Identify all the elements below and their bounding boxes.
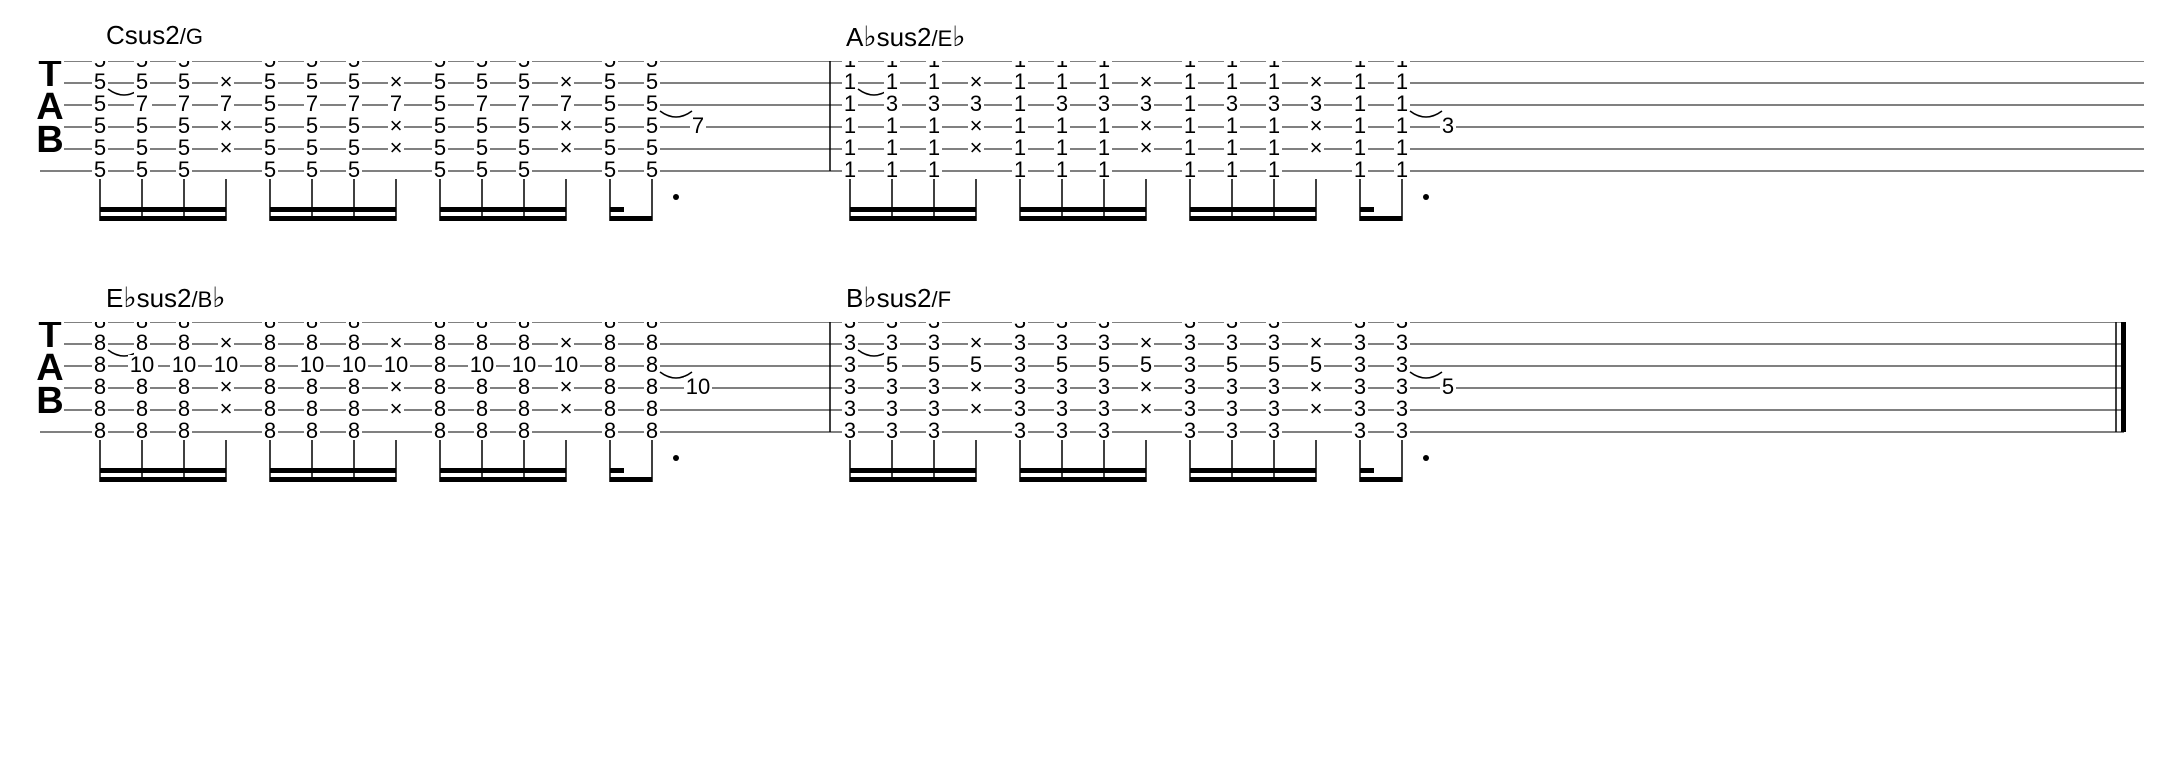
svg-text:×: × xyxy=(390,396,403,421)
chord-label: B♭sus2/F xyxy=(846,281,1586,314)
svg-text:1: 1 xyxy=(1354,157,1366,182)
svg-text:3: 3 xyxy=(1442,113,1454,138)
svg-text:×: × xyxy=(220,135,233,160)
svg-text:3: 3 xyxy=(1268,418,1280,443)
svg-text:1: 1 xyxy=(1226,157,1238,182)
chord-labels-row: E♭sus2/B♭B♭sus2/F xyxy=(20,281,2164,314)
svg-text:8: 8 xyxy=(306,418,318,443)
tab-line: Csus2/GA♭sus2/E♭TAB5555557557555557555×7… xyxy=(20,20,2164,231)
svg-text:5: 5 xyxy=(94,157,106,182)
svg-text:×: × xyxy=(1140,396,1153,421)
svg-text:8: 8 xyxy=(348,418,360,443)
svg-text:8: 8 xyxy=(476,418,488,443)
svg-text:3: 3 xyxy=(1354,418,1366,443)
svg-text:3: 3 xyxy=(886,418,898,443)
svg-text:8: 8 xyxy=(604,418,616,443)
svg-text:10: 10 xyxy=(686,374,710,399)
svg-text:8: 8 xyxy=(434,418,446,443)
svg-text:8: 8 xyxy=(136,418,148,443)
chord-label: Csus2/G xyxy=(106,20,846,53)
svg-text:1: 1 xyxy=(1056,157,1068,182)
svg-text:×: × xyxy=(1310,135,1323,160)
chord-label: A♭sus2/E♭ xyxy=(846,20,1586,53)
chord-label: E♭sus2/B♭ xyxy=(106,281,846,314)
svg-text:3: 3 xyxy=(844,418,856,443)
svg-text:1: 1 xyxy=(1014,157,1026,182)
svg-text:5: 5 xyxy=(434,157,446,182)
svg-text:5: 5 xyxy=(136,157,148,182)
svg-text:5: 5 xyxy=(178,157,190,182)
svg-text:5: 5 xyxy=(518,157,530,182)
svg-text:×: × xyxy=(560,396,573,421)
svg-text:×: × xyxy=(970,135,983,160)
svg-text:1: 1 xyxy=(886,157,898,182)
svg-text:8: 8 xyxy=(518,418,530,443)
svg-text:1: 1 xyxy=(928,157,940,182)
svg-text:8: 8 xyxy=(264,418,276,443)
svg-text:3: 3 xyxy=(1226,418,1238,443)
svg-text:7: 7 xyxy=(692,113,704,138)
svg-text:5: 5 xyxy=(1442,374,1454,399)
svg-text:8: 8 xyxy=(178,418,190,443)
svg-text:1: 1 xyxy=(1184,157,1196,182)
svg-text:8: 8 xyxy=(94,418,106,443)
svg-text:5: 5 xyxy=(476,157,488,182)
svg-text:×: × xyxy=(1310,396,1323,421)
svg-text:3: 3 xyxy=(1056,418,1068,443)
svg-text:5: 5 xyxy=(646,157,658,182)
svg-text:×: × xyxy=(390,135,403,160)
svg-text:1: 1 xyxy=(1396,157,1408,182)
svg-text:3: 3 xyxy=(928,418,940,443)
svg-text:3: 3 xyxy=(1184,418,1196,443)
svg-text:×: × xyxy=(970,396,983,421)
svg-text:3: 3 xyxy=(1098,418,1110,443)
svg-text:5: 5 xyxy=(348,157,360,182)
svg-text:3: 3 xyxy=(1014,418,1026,443)
svg-text:1: 1 xyxy=(1268,157,1280,182)
svg-text:1: 1 xyxy=(844,157,856,182)
tab-staff: TAB5555557557555557555×7××55555555755555… xyxy=(20,61,2164,231)
svg-text:×: × xyxy=(1140,135,1153,160)
svg-text:5: 5 xyxy=(264,157,276,182)
svg-text:B: B xyxy=(36,380,63,422)
svg-text:×: × xyxy=(220,396,233,421)
svg-text:×: × xyxy=(560,135,573,160)
chord-labels-row: Csus2/GA♭sus2/E♭ xyxy=(20,20,2164,53)
tab-staff: TAB8888881088108888810888×10××8888888810… xyxy=(20,322,2164,492)
svg-text:5: 5 xyxy=(306,157,318,182)
svg-text:5: 5 xyxy=(604,157,616,182)
svg-text:8: 8 xyxy=(646,418,658,443)
svg-text:1: 1 xyxy=(1098,157,1110,182)
svg-text:3: 3 xyxy=(1396,418,1408,443)
tab-line: E♭sus2/B♭B♭sus2/FTAB88888810881088888108… xyxy=(20,281,2164,492)
svg-text:B: B xyxy=(36,119,63,161)
